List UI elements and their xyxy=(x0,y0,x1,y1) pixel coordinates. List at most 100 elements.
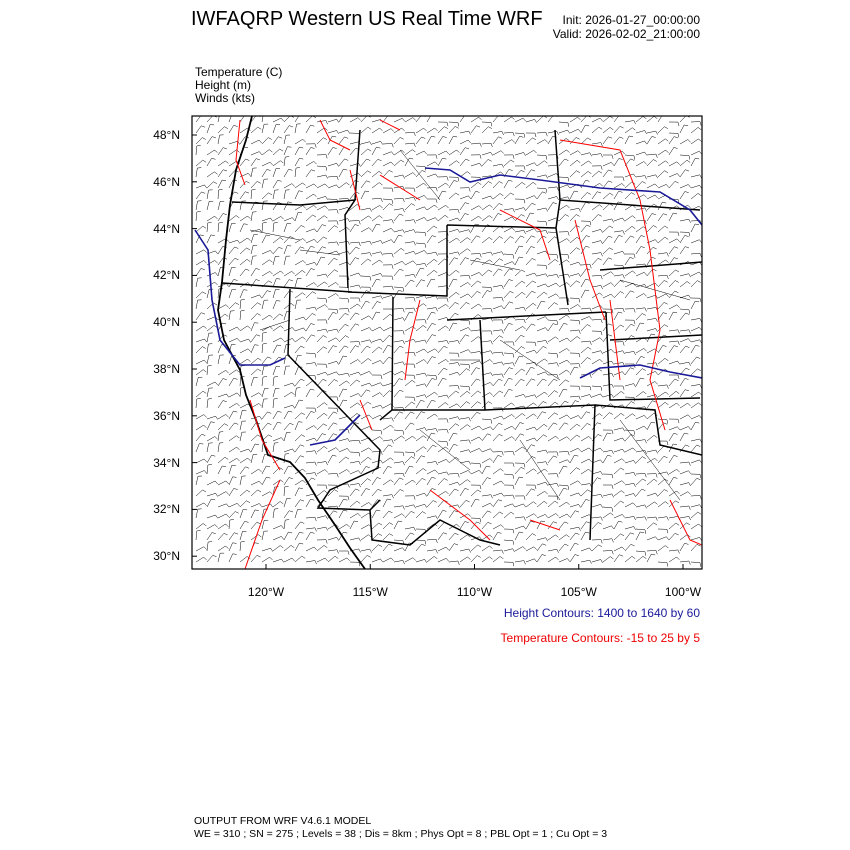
wind-barb xyxy=(569,128,581,134)
wind-barb xyxy=(261,290,271,299)
wind-barb xyxy=(206,149,218,156)
wind-barb xyxy=(382,557,394,563)
wind-barb xyxy=(206,464,212,475)
wind-barb xyxy=(272,536,284,541)
wind-barb xyxy=(580,340,592,345)
wind-barb xyxy=(492,468,504,475)
wind-barb xyxy=(558,379,570,387)
wind-barb xyxy=(646,434,658,442)
wind-barb xyxy=(569,116,581,123)
lat-label: 44°N xyxy=(153,221,180,236)
wind-barb xyxy=(624,181,636,189)
wind-barb xyxy=(206,222,212,233)
wind-barb xyxy=(679,505,691,510)
wind-barb xyxy=(349,312,360,321)
wind-barb xyxy=(195,312,206,321)
wind-barb xyxy=(382,151,394,156)
wind-barb xyxy=(327,447,339,453)
wind-barb xyxy=(294,278,302,288)
wind-barb xyxy=(690,391,702,398)
wind-barb xyxy=(558,253,569,259)
wind-barb xyxy=(536,371,548,376)
wind-barb xyxy=(371,223,381,233)
wind-barb xyxy=(272,398,278,409)
wind-barb xyxy=(580,468,592,475)
wind-barb xyxy=(591,240,603,245)
wind-barb xyxy=(261,388,269,398)
wind-barb xyxy=(558,282,570,288)
wind-barb xyxy=(470,272,482,277)
wind-barb xyxy=(239,237,251,244)
wind-barb xyxy=(261,200,268,211)
wind-barb xyxy=(624,472,636,477)
wind-barb xyxy=(283,404,296,409)
wind-barb xyxy=(690,477,701,486)
wind-barb xyxy=(206,541,213,552)
wind-barb xyxy=(294,116,300,123)
wind-barb xyxy=(646,333,656,343)
wind-barb xyxy=(525,258,536,266)
wind-barb xyxy=(657,184,669,189)
wind-barb xyxy=(657,384,669,389)
wind-barb xyxy=(668,532,679,541)
wind-barb xyxy=(547,500,559,508)
wind-barb xyxy=(470,336,482,343)
wind-barb xyxy=(239,299,245,310)
wind-barb xyxy=(349,132,361,138)
wind-barb xyxy=(690,459,702,464)
wind-barb xyxy=(569,336,581,343)
wind-barb xyxy=(316,371,329,376)
wind-barb xyxy=(382,170,393,178)
wind-barb xyxy=(679,461,691,466)
wind-barb xyxy=(679,543,689,552)
wind-barb xyxy=(360,170,372,178)
wind-barb xyxy=(580,307,592,312)
wind-barb xyxy=(492,213,502,222)
wind-barb xyxy=(602,180,613,189)
wind-barb xyxy=(217,414,229,420)
wind-barb xyxy=(525,437,538,442)
wind-barb xyxy=(371,544,383,552)
wind-barb xyxy=(448,560,460,565)
wind-barb xyxy=(228,378,238,387)
wind-barb xyxy=(415,295,427,300)
wind-barb xyxy=(503,503,515,508)
wind-barb xyxy=(613,201,623,211)
wind-barb xyxy=(459,439,471,444)
wind-barb xyxy=(239,531,247,541)
wind-barb xyxy=(195,299,202,310)
wind-barb xyxy=(283,134,291,145)
wind-barb xyxy=(525,323,536,332)
wind-barb xyxy=(382,203,393,211)
wind-barb xyxy=(624,173,636,178)
wind-barb xyxy=(437,150,449,156)
wind-barb xyxy=(415,231,427,237)
wind-barb xyxy=(525,378,536,387)
wind-barb xyxy=(338,557,350,563)
wind-barb xyxy=(668,280,679,288)
wind-barb xyxy=(613,362,625,367)
wind-barb xyxy=(239,509,248,519)
wind-barb xyxy=(690,138,702,145)
wind-barb xyxy=(426,413,438,420)
wind-barb xyxy=(492,415,505,420)
wind-barb xyxy=(316,335,327,343)
wind-barb xyxy=(668,231,680,236)
wind-barb xyxy=(613,391,625,398)
wind-barb xyxy=(360,389,371,398)
wind-barb xyxy=(602,429,614,434)
wind-barb xyxy=(250,443,260,453)
wind-barb xyxy=(690,543,701,552)
wind-barb xyxy=(602,454,612,464)
wind-barb xyxy=(602,308,614,314)
wind-barb xyxy=(569,415,581,420)
wind-barb xyxy=(349,393,361,398)
wind-barb xyxy=(382,356,393,365)
wind-barb xyxy=(459,417,471,422)
wind-barb xyxy=(459,195,471,200)
wind-barb xyxy=(404,149,416,156)
wind-barb xyxy=(448,291,460,299)
wind-barb xyxy=(646,159,657,167)
wind-barb xyxy=(206,200,214,211)
wind-barb xyxy=(294,146,304,156)
